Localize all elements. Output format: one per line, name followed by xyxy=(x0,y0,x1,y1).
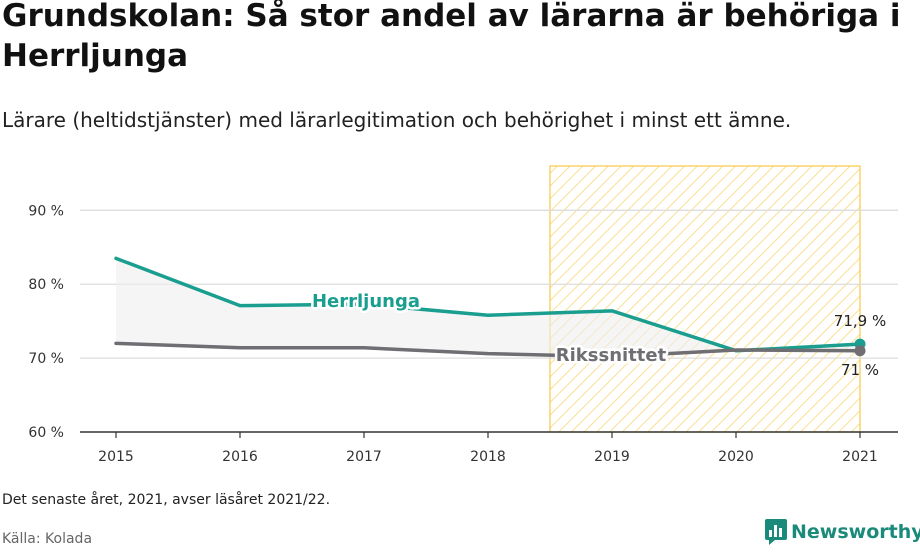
x-tick-label: 2019 xyxy=(594,449,630,465)
newsworthy-logo: Newsworthy xyxy=(765,519,920,545)
data-label-rikssnittet-2021: 71 % xyxy=(841,361,879,379)
x-tick-label: 2015 xyxy=(98,449,134,465)
brand-name: Newsworthy xyxy=(791,521,920,543)
end-point-rikssnittet xyxy=(854,345,866,357)
y-tick-label: 70 % xyxy=(28,351,64,367)
line-chart: 60 % 70 % 80 % 90 % 2015 2016 2017 2018 2019 2020… xyxy=(28,165,898,465)
x-tick-label: 2017 xyxy=(346,449,382,465)
bar-chart-icon xyxy=(765,519,787,545)
source-text: Källa: Kolada xyxy=(2,531,93,547)
y-tick-label: 80 % xyxy=(28,277,64,293)
x-tick-label: 2018 xyxy=(470,449,506,465)
data-label-herrljunga-2021: 71,9 % xyxy=(834,312,886,330)
x-tick-label: 2016 xyxy=(222,449,258,465)
x-tick-label: 2020 xyxy=(718,449,754,465)
series-label-rikssnittet: Rikssnittet xyxy=(556,345,667,366)
chart-title: Grundskolan: Så stor andel av lärarna är… xyxy=(2,0,901,74)
footnote: Det senaste året, 2021, avser läsåret 20… xyxy=(2,492,331,508)
y-tick-label: 60 % xyxy=(28,425,64,441)
series-line-rikssnittet xyxy=(114,341,862,359)
chart-subtitle: Lärare (heltidstjänster) med lärarlegiti… xyxy=(2,108,792,132)
highlight-region xyxy=(549,165,861,433)
series-label-herrljunga: Herrljunga xyxy=(312,291,420,312)
y-tick-label: 90 % xyxy=(28,203,64,219)
x-tick-label: 2021 xyxy=(842,449,878,465)
